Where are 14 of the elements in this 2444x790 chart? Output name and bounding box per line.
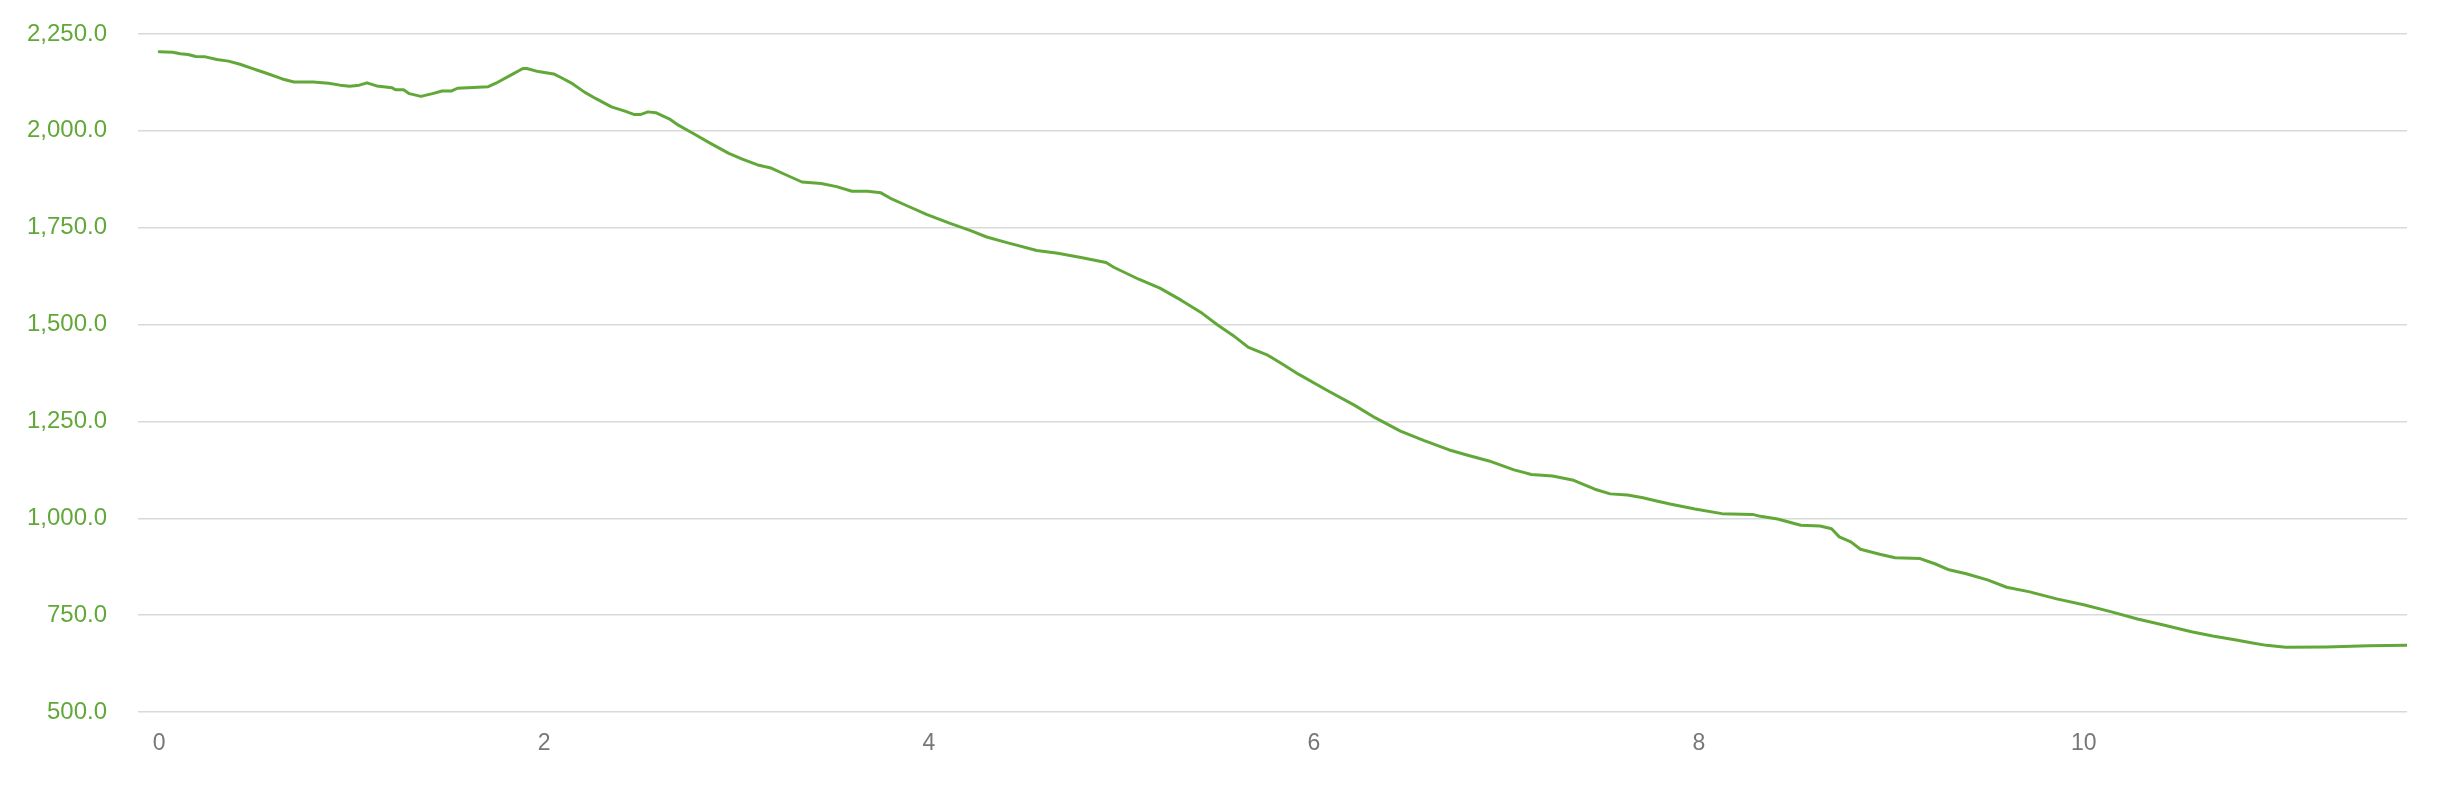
y-tick-label: 1,750.0 bbox=[26, 212, 107, 240]
y-tick-label: 1,500.0 bbox=[26, 309, 107, 337]
x-tick-label: 6 bbox=[1307, 729, 1321, 756]
x-tick-label: 0 bbox=[152, 729, 166, 756]
y-tick-label: 750.0 bbox=[46, 599, 107, 627]
x-tick-label: 4 bbox=[922, 729, 936, 756]
y-tick-label: 1,250.0 bbox=[26, 406, 107, 434]
x-tick-label: 2 bbox=[537, 729, 551, 756]
y-tick-label: 1,000.0 bbox=[26, 502, 107, 530]
x-tick-label: 8 bbox=[1692, 729, 1706, 756]
y-tick-label: 2,000.0 bbox=[26, 115, 107, 143]
y-tick-label: 500.0 bbox=[46, 696, 107, 724]
x-tick-label: 10 bbox=[2070, 729, 2097, 756]
y-tick-label: 2,250.0 bbox=[26, 18, 107, 46]
